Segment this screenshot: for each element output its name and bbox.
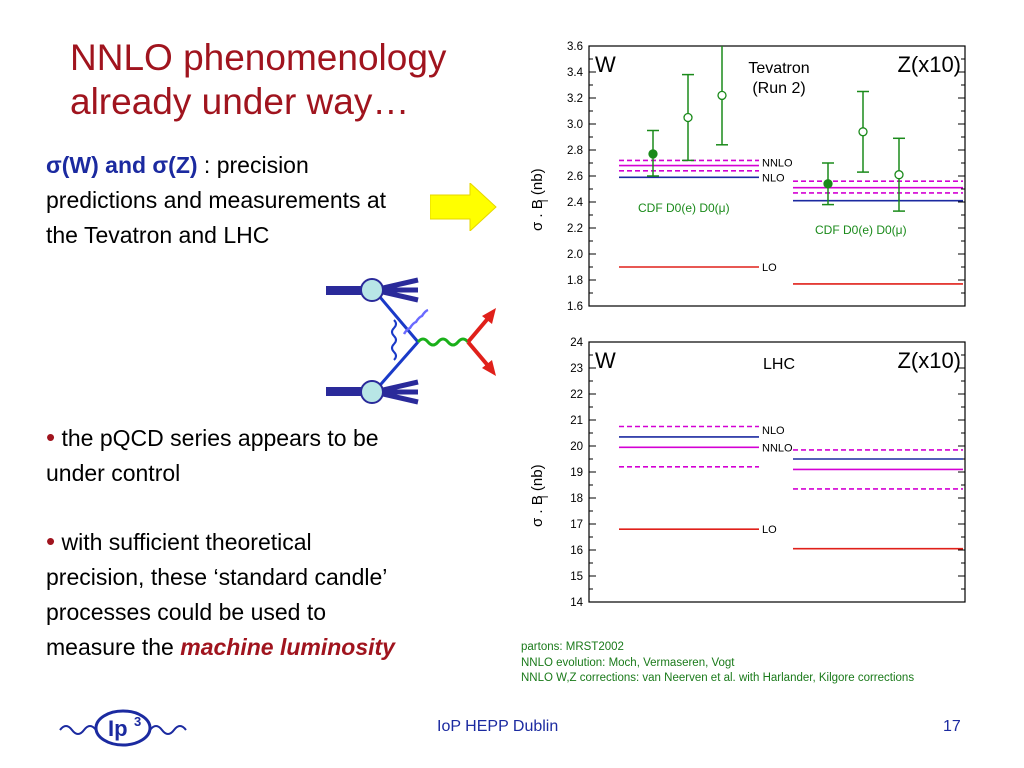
intro-paragraph: σ(W) and σ(Z) : precision predictions an… [46, 148, 396, 253]
y-tick-label: 14 [570, 597, 583, 609]
y-tick-label: 24 [570, 337, 583, 349]
w-data-point [648, 149, 658, 159]
intro-text: : precision predictions and measurements… [46, 152, 387, 248]
theory-label-nnlo: NNLO [762, 442, 793, 454]
y-tick-label: 17 [570, 519, 583, 531]
footer-event: IoP HEPP Dublin [437, 718, 559, 735]
y-tick-label: 20 [570, 441, 583, 453]
y-axis-label-sub: l [540, 200, 551, 202]
y-tick-label: 2.4 [567, 197, 584, 209]
sigma-highlight: σ(W) and σ(Z) [46, 152, 198, 178]
credit-corrections: NNLO W,Z corrections: van Neerven et al.… [521, 672, 915, 684]
y-tick-label: 3.4 [567, 67, 584, 79]
logo-text: Ip [108, 716, 128, 741]
credit-evolution: NNLO evolution: Moch, Vermaseren, Vogt [521, 656, 735, 669]
bullet-luminosity: • with sufficient theoretical precision,… [46, 524, 406, 665]
panel-label-w: W [595, 52, 616, 77]
proton-line-icon [326, 387, 370, 396]
title-line-1: NNLO phenomenology [70, 37, 447, 78]
y-tick-label: 2.6 [567, 171, 583, 183]
bullet-luminosity-text: with sufficient theoretical precision, t… [46, 529, 387, 660]
theory-label-nnlo: NNLO [762, 158, 793, 170]
lhc-chart: 14 15 16 17 18 19 20 21 22 23 24 σ . B (nb)l W Z(x10)… [529, 337, 966, 609]
y-axis-label: σ . B (nb) [529, 464, 546, 527]
y-tick-label: 2.0 [567, 249, 583, 261]
proton-line-icon [326, 286, 370, 295]
parton-blob-icon [360, 380, 384, 404]
y-axis-label-sub: l [540, 496, 551, 498]
panel-label-w: W [595, 348, 616, 373]
page-number: 17 [943, 718, 961, 735]
bullet-marker: • [46, 526, 56, 556]
bullet-marker: • [46, 422, 56, 452]
ip3-logo-icon: Ip 3 [59, 709, 187, 747]
y-tick-label: 15 [570, 571, 583, 583]
y-tick-label: 18 [570, 493, 583, 505]
theory-label-lo: LO [762, 262, 777, 274]
parton-blob-icon [360, 278, 384, 302]
panel-label-z: Z(x10) [897, 52, 961, 77]
y-tick-label: 1.8 [567, 275, 583, 287]
panel-label-z: Z(x10) [897, 348, 961, 373]
logo-sup: 3 [134, 714, 141, 729]
y-axis-label: σ . B (nb) [529, 168, 546, 231]
y-tick-label: 3.2 [567, 93, 583, 105]
y-tick-label: 3.0 [567, 119, 583, 131]
y-tick-label: 21 [570, 415, 583, 427]
bullet-pqcd: • the pQCD series appears to be under co… [46, 420, 406, 491]
credit-partons: partons: MRST2002 [521, 641, 624, 653]
y-tick-label: 3.6 [567, 41, 583, 53]
theory-label-nlo: NLO [762, 425, 785, 437]
y-tick-label: 22 [570, 389, 583, 401]
y-tick-label: 2.2 [567, 223, 583, 235]
z-experiment-label: CDF D0(e) D0(μ) [815, 223, 907, 237]
y-tick-label: 19 [570, 467, 583, 479]
credits-block: partons: MRST2002 NNLO evolution: Moch, … [521, 640, 914, 687]
y-tick-label: 2.8 [567, 145, 583, 157]
z-data-point [858, 127, 868, 137]
collider-label: LHC [763, 356, 795, 373]
title-line-2: already under way… [70, 81, 410, 122]
w-data-point [717, 90, 727, 101]
collider-label: Tevatron [748, 60, 809, 77]
y-tick-label: 1.6 [567, 301, 583, 313]
machine-luminosity-emphasis: machine luminosity [180, 634, 395, 660]
slide-title: NNLO phenomenology already under way… [70, 36, 510, 124]
z-data-point [823, 179, 833, 189]
theory-label-nlo: NLO [762, 172, 785, 184]
collider-label: (Run 2) [752, 80, 805, 97]
tevatron-chart: 1.6 1.8 2.0 2.2 2.4 2.6 2.8 3.0 3.2 3.4 3.6 σ . B (… [529, 41, 966, 313]
w-data-point [683, 112, 693, 123]
w-experiment-label: CDF D0(e) D0(μ) [638, 201, 730, 215]
bullet-pqcd-text: the pQCD series appears to be under cont… [46, 425, 379, 486]
theory-label-lo: LO [762, 524, 777, 536]
feynman-diagram-icon [326, 277, 496, 405]
plot-frame [588, 341, 966, 603]
y-tick-label: 23 [570, 363, 583, 375]
yellow-arrow-icon [430, 183, 497, 231]
z-data-point [894, 170, 904, 180]
y-tick-label: 16 [570, 545, 583, 557]
